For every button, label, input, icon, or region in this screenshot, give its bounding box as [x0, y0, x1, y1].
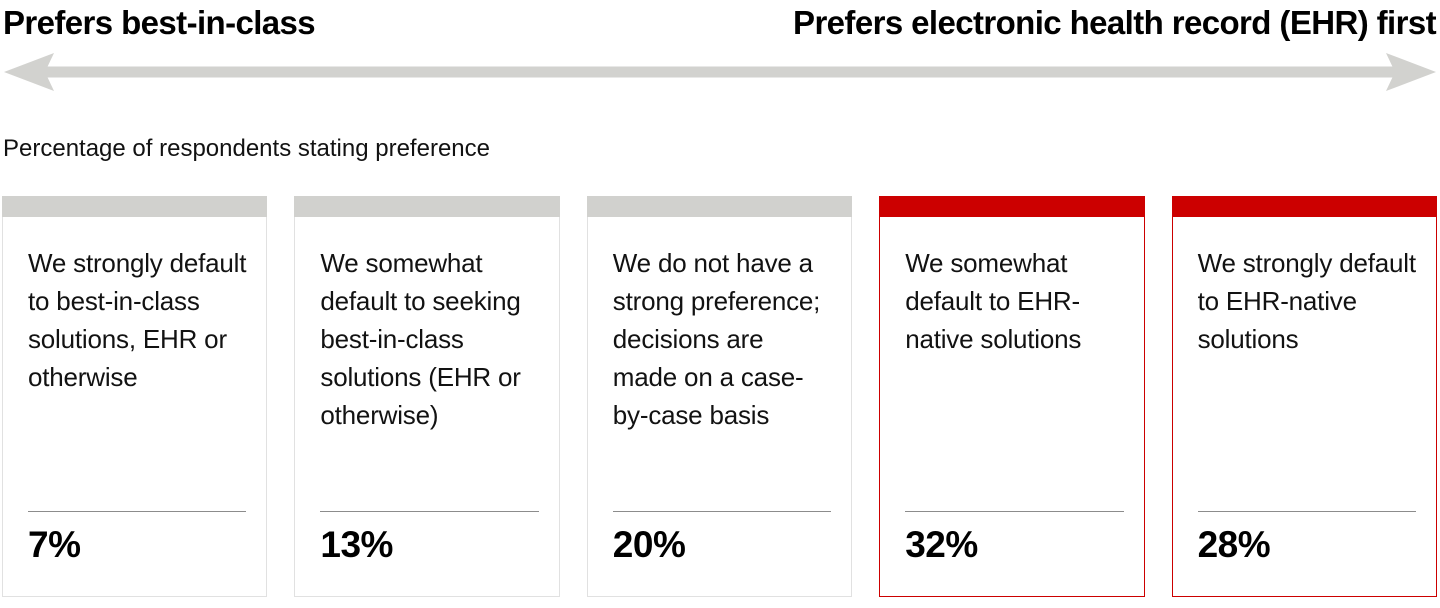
- preference-card-3: We do not have a strong preference; deci…: [586, 195, 853, 597]
- card-statement: We strongly default to EHR-native soluti…: [1197, 247, 1416, 354]
- percentage-value: 20%: [612, 523, 686, 565]
- card-statement: We somewhat default to EHR-native soluti…: [905, 247, 1082, 354]
- preference-card-1: We strongly default to best-in-class sol…: [2, 195, 268, 597]
- card-statement: We strongly default to best-in-class sol…: [28, 247, 247, 392]
- card-accent-bar: [1171, 195, 1437, 217]
- preference-card-4: We somewhat default to EHR-native soluti…: [879, 195, 1145, 597]
- double-headed-arrow-icon: [4, 52, 1436, 91]
- percentage-value: 13%: [320, 523, 393, 565]
- preference-card-2: We somewhat default to seeking best-in-c…: [294, 195, 560, 597]
- card-divider: [28, 510, 247, 512]
- pole-label-best-in-class: Prefers best-in-class: [3, 4, 316, 41]
- card-divider: [320, 510, 539, 512]
- percentage-value: 32%: [905, 523, 978, 565]
- card-divider: [1197, 510, 1416, 512]
- preference-cards: We strongly default to best-in-class sol…: [0, 195, 1440, 597]
- card-statement: We somewhat default to seeking best-in-c…: [320, 247, 521, 430]
- card-accent-bar: [879, 195, 1145, 217]
- pole-label-ehr-first: Prefers electronic health record (EHR) f…: [793, 4, 1437, 41]
- chart-subtitle: Percentage of respondents stating prefer…: [3, 134, 490, 162]
- spectrum-arrow-row: [0, 51, 1440, 93]
- card-accent-bar: [586, 195, 853, 217]
- pole-headers: Prefers best-in-class Prefers electronic…: [0, 0, 1440, 42]
- card-statement: We do not have a strong preference; deci…: [612, 247, 821, 430]
- card-divider: [612, 510, 832, 512]
- card-divider: [905, 510, 1124, 512]
- preference-card-5: We strongly default to EHR-native soluti…: [1171, 195, 1437, 597]
- percentage-value: 7%: [28, 523, 81, 565]
- card-accent-bar: [2, 195, 268, 217]
- card-accent-bar: [294, 195, 560, 217]
- percentage-value: 28%: [1197, 523, 1271, 565]
